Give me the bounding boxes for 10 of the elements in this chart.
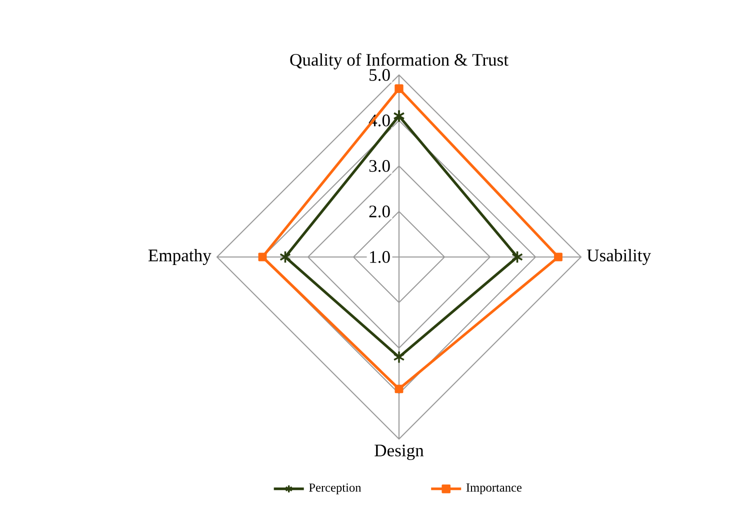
y-tick-label: 3.0 xyxy=(369,160,390,172)
spoke-label: Quality of Information & Trust xyxy=(290,53,508,70)
spoke-label: Design xyxy=(374,444,424,460)
y-tick-label: 5.0 xyxy=(370,69,390,81)
spoke-label: Usability xyxy=(586,248,652,265)
y-tick-label: 2.0 xyxy=(369,206,390,218)
legend-label: Perception xyxy=(309,483,362,494)
spoke-label: Empathy xyxy=(148,248,212,265)
legend-label: Importance xyxy=(466,484,522,494)
y-tick-label: 1.0 xyxy=(370,251,390,263)
